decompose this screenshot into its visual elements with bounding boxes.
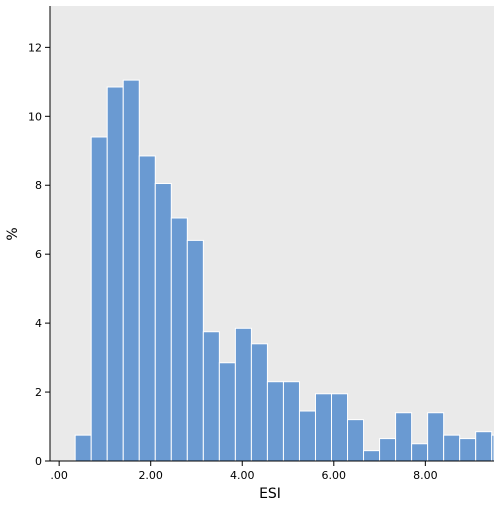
- histogram-bar: [491, 434, 495, 462]
- histogram-bar: [282, 381, 300, 462]
- x-axis-title: ESI: [259, 486, 281, 502]
- histogram-bar: [395, 412, 413, 462]
- histogram-bar: [475, 431, 493, 462]
- histogram-bar: [218, 362, 236, 462]
- histogram-bar: [202, 331, 220, 462]
- x-tick-label: 8.00: [413, 469, 438, 482]
- histogram-bar: [122, 79, 140, 462]
- histogram-bar: [298, 410, 316, 462]
- histogram-bar: [427, 412, 445, 462]
- y-axis-title: %: [5, 227, 21, 240]
- histogram-bar: [411, 443, 429, 462]
- y-tick-label: 12: [28, 41, 42, 54]
- histogram-bar: [363, 450, 381, 462]
- histogram-bar: [90, 136, 108, 462]
- histogram-bar: [347, 419, 365, 462]
- histogram-bar: [314, 393, 333, 462]
- histogram-bar: [106, 86, 124, 462]
- x-tick-label: 4.00: [230, 469, 255, 482]
- y-axis-ticks: 0 2 4 6 8 10 12: [28, 41, 50, 468]
- x-tick-label: 6.00: [322, 469, 347, 482]
- bars: [74, 79, 495, 462]
- histogram-bar: [234, 327, 252, 462]
- histogram-bar: [154, 183, 172, 462]
- y-tick-label: 4: [35, 317, 42, 330]
- histogram-bar: [250, 343, 268, 462]
- x-axis-ticks: .00 2.00 4.00 6.00 8.00: [50, 461, 438, 482]
- histogram-bar: [443, 434, 461, 462]
- x-tick-label: 2.00: [138, 469, 163, 482]
- histogram-bar: [170, 217, 188, 462]
- histogram-bar: [74, 434, 92, 462]
- histogram-bar: [331, 393, 349, 462]
- histogram-bar: [379, 438, 397, 462]
- histogram-bar: [186, 239, 204, 462]
- histogram-bar: [138, 155, 156, 462]
- histogram-bar: [459, 438, 477, 462]
- y-tick-label: 10: [28, 110, 42, 123]
- y-tick-label: 2: [35, 386, 42, 399]
- y-tick-label: 6: [35, 248, 42, 261]
- histogram-bar: [266, 381, 284, 462]
- x-tick-label: .00: [50, 469, 68, 482]
- y-tick-label: 8: [35, 179, 42, 192]
- y-tick-label: 0: [35, 455, 42, 468]
